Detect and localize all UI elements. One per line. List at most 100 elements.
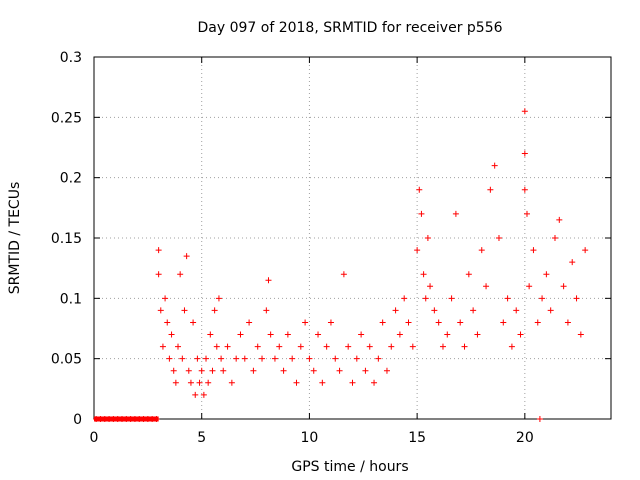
data-point [345,343,352,350]
data-point [194,355,201,362]
data-point [392,307,399,314]
data-point [332,355,339,362]
data-point [405,319,412,326]
data-point [452,210,459,217]
y-tick-label: 0.3 [60,50,82,66]
data-point [536,416,543,422]
data-point [521,108,528,115]
data-point [297,343,304,350]
data-point [315,331,322,338]
data-point [416,186,423,193]
data-point [246,319,253,326]
data-point [336,367,343,374]
data-point [383,367,390,374]
data-point [375,355,382,362]
y-tick-label: 0 [73,412,82,428]
data-point [465,271,472,278]
data-point [379,319,386,326]
x-tick-label: 5 [197,430,206,446]
data-point [327,319,334,326]
data-point [267,331,274,338]
y-tick-label: 0.2 [60,171,82,187]
data-point [448,295,455,302]
y-tick-label: 0.15 [51,231,82,247]
grid [94,57,611,419]
data-point [427,283,434,290]
data-point [517,331,524,338]
data-point [237,331,244,338]
data-point [523,210,530,217]
data-point [220,367,227,374]
y-axis-title: SRMTID / TECUs [7,182,23,295]
data-point [457,319,464,326]
data-point [190,319,197,326]
data-point [582,247,589,254]
data-point [183,253,190,260]
data-point [573,295,580,302]
data-point [388,343,395,350]
data-point [164,319,171,326]
data-point [513,307,520,314]
data-point [306,355,313,362]
data-point [418,210,425,217]
data-point [155,247,162,254]
data-point [483,283,490,290]
y-tick-label: 0.25 [51,110,82,126]
data-point [293,379,300,386]
data-point [366,343,373,350]
data-point [166,355,173,362]
data-point [192,391,199,398]
data-point [205,379,212,386]
data-point [259,355,266,362]
data-point [319,379,326,386]
data-point [504,295,511,302]
data-point [444,331,451,338]
data-point [175,343,182,350]
data-point [323,343,330,350]
data-point [362,367,369,374]
data-point [170,367,177,374]
data-point [280,367,287,374]
data-point [526,283,533,290]
data-point [228,379,235,386]
data-point [521,186,528,193]
data-point [435,319,442,326]
data-point [271,355,278,362]
x-tick-label: 10 [301,430,319,446]
y-tick-label: 0.05 [51,352,82,368]
data-point [172,379,179,386]
data-point [409,343,416,350]
data-point [200,391,207,398]
data-point [530,247,537,254]
data-point [340,271,347,278]
data-point [276,343,283,350]
x-tick-label: 15 [408,430,426,446]
data-point [289,355,296,362]
data-point [196,379,203,386]
data-point [213,343,220,350]
data-point [439,343,446,350]
plot-frame [93,56,612,420]
data-points [93,108,589,422]
data-point [218,355,225,362]
data-point [422,295,429,302]
data-point [358,331,365,338]
data-point [203,355,210,362]
chart-title: Day 097 of 2018, SRMTID for receiver p55… [197,20,502,36]
data-point [564,319,571,326]
data-point [302,319,309,326]
data-point [556,216,563,223]
x-axis-title: GPS time / hours [291,459,408,475]
data-point [487,186,494,193]
data-point [198,367,205,374]
data-point [521,150,528,157]
data-point [349,379,356,386]
data-point [539,295,546,302]
data-point [560,283,567,290]
data-point [500,319,507,326]
x-tick-label: 0 [90,430,99,446]
axis-ticks: 0 0.05 0.1 0.15 0.2 0.25 0.3 0 5 10 15 20 [51,50,611,446]
data-point [265,277,272,284]
data-point [211,307,218,314]
